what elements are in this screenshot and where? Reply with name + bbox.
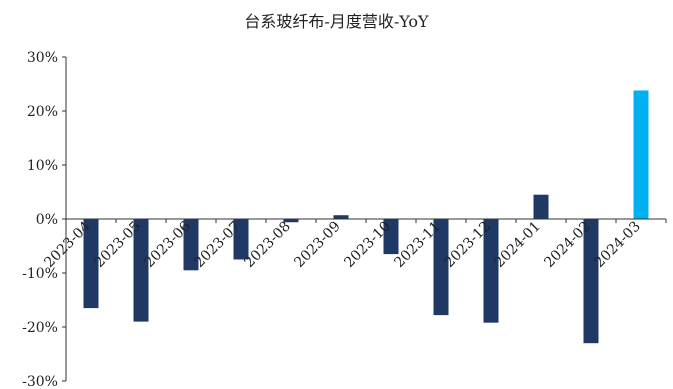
chart-title: 台系玻纤布-月度营收-YoY <box>244 12 429 31</box>
y-tick-label: -30% <box>22 374 58 389</box>
y-tick-label: -20% <box>22 320 58 336</box>
bar <box>433 219 449 316</box>
bar <box>233 219 249 260</box>
y-tick-label: 30% <box>27 50 58 66</box>
y-tick-label: 0% <box>36 212 58 228</box>
y-tick-label: 10% <box>27 158 58 174</box>
bar <box>483 219 499 323</box>
bar <box>283 219 299 223</box>
bar <box>183 219 199 271</box>
bar <box>583 219 599 344</box>
bar <box>333 215 349 219</box>
y-tick-label: -10% <box>22 266 58 282</box>
x-tick-label: 2023-08 <box>241 219 293 271</box>
x-tick-label: 2024-01 <box>491 219 543 271</box>
y-tick-label: 20% <box>27 104 58 120</box>
bar <box>383 219 399 255</box>
bar <box>633 90 649 219</box>
bar <box>133 219 149 322</box>
bar <box>83 219 99 309</box>
x-tick-label: 2023-09 <box>291 219 343 271</box>
bar <box>533 194 549 219</box>
x-tick-label: 2024-03 <box>591 219 643 271</box>
